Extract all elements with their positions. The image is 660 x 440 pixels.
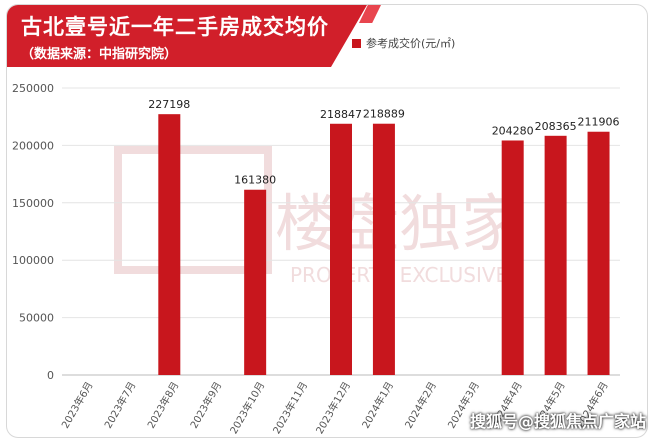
background-watermark: 楼盘独家 PROPERTY EXCLUSIVE — [114, 146, 523, 287]
bar — [544, 135, 567, 375]
watermark-text: 楼盘独家 — [275, 187, 523, 260]
chart-subtitle: （数据来源：中指研究院） — [21, 47, 178, 62]
x-tick-label: 2023年11月 — [270, 379, 310, 436]
x-tick-label: 2023年9月 — [187, 379, 224, 430]
x-tick-label: 2024年2月 — [402, 379, 439, 430]
y-tick-label: 150000 — [12, 197, 54, 210]
bar — [244, 189, 267, 375]
x-tick-label: 2023年6月 — [58, 379, 95, 430]
bar — [501, 140, 524, 375]
title-banner — [7, 5, 367, 67]
watermark-logo-icon — [114, 146, 272, 274]
bar — [158, 114, 181, 375]
data-label: 161380 — [234, 174, 276, 187]
corner-watermark: 搜狐号@搜狐焦点广家站 — [470, 412, 647, 431]
watermark-subtext: PROPERTY EXCLUSIVE — [290, 263, 508, 287]
x-tick-label: 2023年12月 — [313, 379, 353, 436]
x-tick-label: 2023年8月 — [144, 379, 181, 430]
x-tick-label: 2023年7月 — [101, 379, 138, 430]
bar — [587, 131, 610, 375]
data-label: 218889 — [363, 108, 405, 121]
bar — [372, 123, 395, 376]
data-label: 208365 — [535, 120, 577, 133]
legend-swatch — [352, 38, 361, 48]
data-label: 227198 — [148, 98, 190, 111]
data-label: 218847 — [320, 108, 362, 121]
y-tick-label: 200000 — [12, 139, 54, 152]
x-tick-label: 2024年1月 — [359, 379, 396, 430]
data-label: 204280 — [492, 124, 534, 137]
x-tick-label: 2023年10月 — [227, 379, 267, 436]
bar — [330, 123, 352, 375]
y-tick-label: 100000 — [12, 254, 54, 267]
legend: 参考成交价(元/㎡) — [352, 35, 455, 51]
data-label: 211906 — [578, 116, 620, 129]
legend-label: 参考成交价(元/㎡) — [366, 37, 456, 50]
chart-title: 古北壹号近一年二手房成交均价 — [21, 15, 329, 39]
chart-card: 古北壹号近一年二手房成交均价 （数据来源：中指研究院） 参考成交价(元/㎡) — [6, 4, 648, 438]
y-tick-label: 0 — [47, 369, 54, 382]
y-tick-label: 50000 — [19, 312, 54, 325]
y-tick-label: 250000 — [12, 82, 54, 95]
